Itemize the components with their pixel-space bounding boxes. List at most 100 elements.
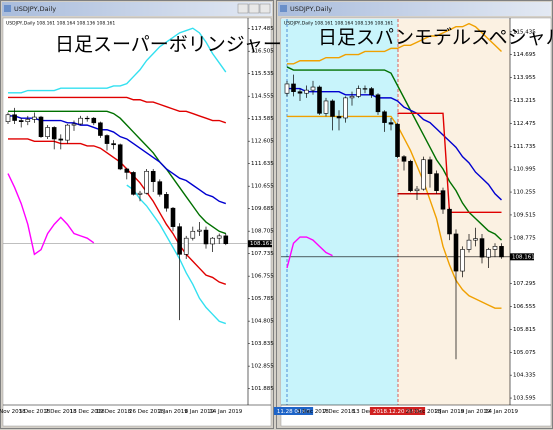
candle-body (84, 117, 90, 120)
y-tick-label: 111.735 (513, 144, 536, 150)
candle-body (78, 117, 83, 125)
indicator-line (8, 96, 227, 124)
y-tick-label: 104.335 (513, 373, 536, 379)
indicator-line (8, 138, 227, 285)
y-tick-label: 109.685 (251, 206, 274, 212)
candle-body (124, 168, 130, 173)
candle-body (58, 138, 64, 141)
candle-body (479, 238, 485, 258)
candle-body (330, 100, 335, 117)
candle-body (492, 246, 498, 250)
candle-body (157, 181, 163, 195)
close-button[interactable] (259, 3, 271, 14)
x-tick-label: 14 Jan 2019 (485, 409, 518, 415)
x-tick-label: 2018.12.20 00:00 (373, 409, 423, 415)
candle-body (177, 226, 182, 255)
candle-body (382, 111, 387, 123)
candle-body (117, 144, 123, 170)
candle-body (323, 100, 329, 114)
candle-body (466, 239, 472, 250)
candle-body (5, 114, 11, 122)
candle-body (25, 119, 31, 122)
x-tick-label: 13 Dec 2018 (70, 409, 106, 415)
last-price-label: 108.161 (250, 241, 273, 247)
candle-body (336, 116, 342, 119)
indicator-line (286, 66, 502, 241)
indicator-line (8, 27, 227, 94)
y-tick-label: 103.835 (251, 341, 274, 347)
y-tick-label: 110.655 (251, 184, 274, 190)
indicator-line (8, 115, 227, 205)
y-tick-label: 106.555 (513, 304, 536, 310)
y-tick-label: 114.555 (251, 94, 274, 100)
candle-body (170, 207, 176, 227)
window-title: USDJPY,Daily (290, 5, 332, 13)
candle-body (210, 237, 215, 245)
y-tick-label: 105.785 (251, 296, 274, 302)
y-tick-label: 117.485 (251, 26, 274, 32)
candle-body (183, 237, 189, 255)
candle-body (216, 235, 222, 239)
last-price-box (248, 240, 272, 248)
y-tick-label: 108.705 (251, 229, 274, 235)
indicator-line (287, 87, 502, 201)
candle-body (304, 89, 309, 94)
y-tick-label: 110.255 (513, 190, 536, 196)
y-tick-label: 102.855 (251, 364, 274, 370)
candle-body (137, 192, 143, 195)
candle-body (499, 246, 504, 258)
candle-body (91, 117, 97, 124)
x-tick-label: 7 Dec 2018 (45, 409, 77, 415)
candle-body (131, 172, 136, 195)
x-marker-box (369, 407, 426, 415)
maximize-button[interactable] (248, 3, 260, 14)
window-left (0, 0, 274, 429)
candle-body (388, 122, 394, 125)
y-tick-label: 113.215 (513, 98, 536, 104)
plot (3, 27, 248, 325)
y-tick-label: 105.075 (513, 350, 536, 356)
indicator-line (287, 22, 502, 65)
candle-body (473, 238, 478, 241)
candle-body (460, 249, 465, 272)
candle-body (408, 160, 413, 191)
last-price-box (510, 253, 534, 261)
candle-body (18, 120, 24, 122)
candle-body (291, 83, 296, 92)
candle-body (150, 170, 156, 182)
candle-body (486, 249, 491, 258)
y-tick-label: 111.635 (251, 161, 274, 167)
y-tick-label: 115.435 (513, 29, 536, 35)
chart-title: 日足スパンモデルスペシャル (318, 27, 553, 49)
candle-body (349, 96, 355, 99)
candle-body (362, 88, 368, 90)
window-right (276, 0, 553, 429)
candle-body (45, 127, 50, 137)
candle-body (401, 156, 407, 162)
x-tick-label: 26 Dec 2018 (406, 409, 442, 415)
candle-body (32, 116, 37, 120)
x-tick-label: 3 Dec 2018 (19, 409, 51, 415)
last-price-label: 108.161 (512, 254, 535, 260)
y-tick-label: 113.955 (513, 75, 536, 81)
x-tick-label: 19 Dec 2018 (96, 409, 132, 415)
y-tick-label: 106.755 (251, 274, 274, 280)
candle-body (12, 114, 17, 121)
y-tick-label: 113.585 (251, 116, 274, 122)
candle-body (427, 159, 433, 174)
y-tick-label: 107.295 (513, 281, 536, 287)
y-tick-label: 103.595 (513, 396, 536, 402)
y-tick-label: 109.515 (513, 212, 536, 218)
y-tick-label: 108.775 (513, 235, 536, 241)
x-tick-label: 26 Dec 2018 (129, 409, 165, 415)
candle-body (111, 143, 116, 146)
x-tick-label: 14 Jan 2019 (209, 409, 242, 415)
candle-body (343, 97, 348, 119)
y-tick-label: 116.505 (251, 49, 274, 55)
candle-body (310, 86, 316, 91)
plot (281, 22, 510, 360)
y-tick-label: 112.605 (251, 139, 274, 145)
minimize-button[interactable] (237, 3, 249, 14)
candle-body (104, 135, 110, 144)
